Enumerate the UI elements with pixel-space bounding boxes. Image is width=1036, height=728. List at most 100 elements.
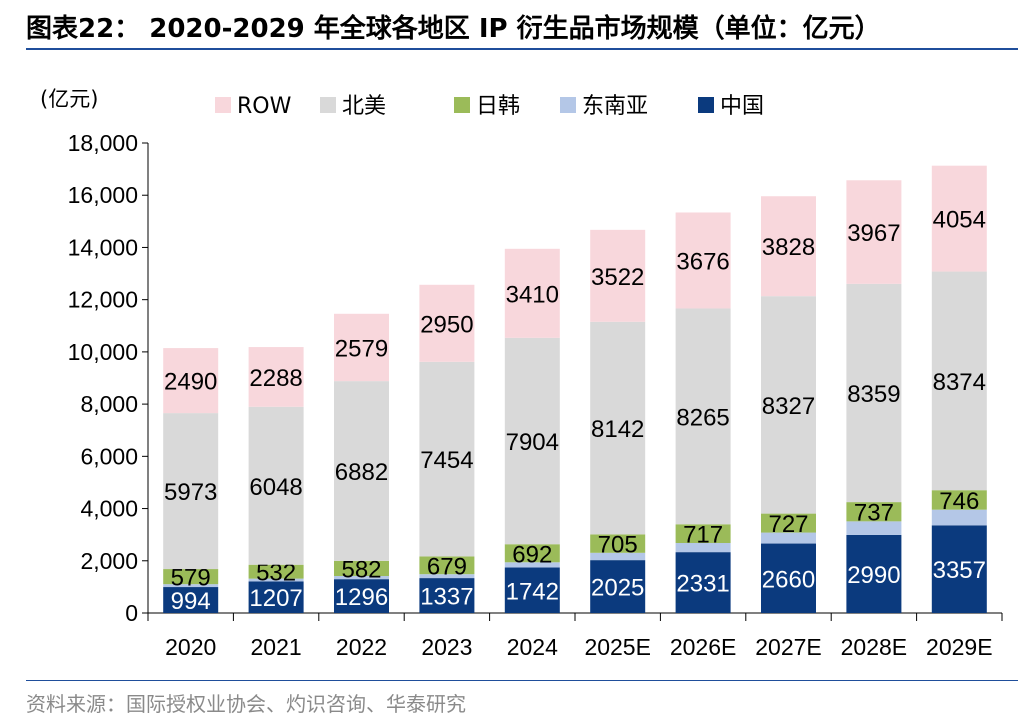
x-tick-label: 2028E <box>841 634 908 660</box>
bar-segment <box>846 521 902 535</box>
bar-segment <box>419 284 475 362</box>
y-tick-label: 4,000 <box>80 496 138 522</box>
bar-segment <box>504 337 560 545</box>
data-label: 2331 <box>676 571 729 598</box>
bar-segment <box>504 562 560 568</box>
bar-segment <box>163 587 219 613</box>
data-label: 705 <box>598 532 638 559</box>
y-tick-label: 14,000 <box>68 234 138 260</box>
bar-segment <box>931 525 987 613</box>
bar-segment <box>248 406 304 565</box>
bar-segment <box>504 567 560 613</box>
data-label: 2288 <box>249 365 302 392</box>
data-label: 579 <box>171 565 211 592</box>
bar-segment <box>504 248 560 338</box>
bar-segment <box>846 283 902 503</box>
source-rule <box>26 680 1018 681</box>
y-unit-label: (亿元) <box>40 87 98 111</box>
data-label: 679 <box>427 553 467 580</box>
x-tick-label: 2023 <box>421 634 472 660</box>
y-tick-label: 12,000 <box>68 287 138 313</box>
x-tick-label: 2027E <box>755 634 822 660</box>
y-tick-label: 16,000 <box>68 182 138 208</box>
bar-segment <box>675 308 731 525</box>
bar-segment <box>675 212 731 309</box>
data-label: 8374 <box>933 369 986 396</box>
x-tick-label: 2024 <box>507 634 558 660</box>
x-tick-label: 2029E <box>926 634 993 660</box>
data-label: 8142 <box>591 416 644 443</box>
x-tick-label: 2022 <box>336 634 387 660</box>
bar-segment <box>931 509 987 526</box>
data-label: 1296 <box>335 584 388 611</box>
data-label: 2579 <box>335 335 388 362</box>
bar-segment <box>931 271 987 491</box>
data-label: 7904 <box>506 429 559 456</box>
data-label: 1337 <box>420 584 473 611</box>
data-label: 3357 <box>933 557 986 584</box>
x-tick-label: 2021 <box>251 634 302 660</box>
bar-segment <box>248 564 304 579</box>
y-tick-label: 18,000 <box>68 130 138 156</box>
bar-segment <box>419 556 475 575</box>
bar-segment <box>846 534 902 613</box>
bar-segment <box>675 552 731 613</box>
legend-label: ROW <box>237 94 292 119</box>
legend-swatch <box>698 97 714 113</box>
bar-segment <box>761 543 816 613</box>
bar-segment <box>334 576 389 580</box>
bar-segment <box>248 581 304 613</box>
data-label: 3522 <box>591 264 644 291</box>
data-label: 8359 <box>847 381 900 408</box>
bar-segment <box>163 413 219 570</box>
bar-segment <box>163 584 219 588</box>
x-tick-label: 2026E <box>670 634 737 660</box>
bar-segment <box>248 347 304 407</box>
bar-segment <box>334 579 389 613</box>
bar-segment <box>163 348 219 414</box>
data-label: 5973 <box>164 479 217 506</box>
data-label: 8327 <box>762 393 815 420</box>
x-tick-label: 2025E <box>584 634 651 660</box>
bar-segment <box>675 542 731 553</box>
data-label: 1742 <box>506 578 559 605</box>
data-label: 692 <box>512 541 552 568</box>
bar-segment <box>761 513 816 533</box>
title-rule <box>26 48 1018 50</box>
data-label: 2025 <box>591 575 644 602</box>
data-label: 727 <box>768 511 808 538</box>
y-tick-label: 8,000 <box>80 391 138 417</box>
legend-label: 北美 <box>342 94 386 119</box>
bar-segment <box>761 196 816 297</box>
bar-segment <box>248 578 304 582</box>
bar-segment <box>931 165 987 272</box>
data-label: 582 <box>341 556 381 583</box>
data-label: 3828 <box>762 234 815 261</box>
y-tick-label: 0 <box>125 600 138 626</box>
data-label: 994 <box>171 588 211 615</box>
legend-swatch <box>560 97 576 113</box>
y-tick-label: 10,000 <box>68 339 138 365</box>
data-label: 3410 <box>506 281 559 308</box>
bar-segment <box>590 534 646 553</box>
bar-segment <box>334 313 389 382</box>
data-label: 4054 <box>933 207 986 234</box>
bar-segment <box>419 578 475 613</box>
bar-segment <box>675 524 731 543</box>
data-label: 717 <box>683 522 723 549</box>
x-tick-label: 2020 <box>165 634 216 660</box>
data-label: 746 <box>939 488 979 515</box>
legend-swatch <box>215 97 231 113</box>
bar-segment <box>334 381 389 561</box>
bar-segment <box>504 544 560 563</box>
data-label: 7454 <box>420 447 473 474</box>
bar-segment <box>590 552 646 561</box>
data-label: 737 <box>854 500 894 527</box>
bar-segment <box>419 361 475 557</box>
data-label: 3967 <box>847 220 900 247</box>
legend-label: 东南亚 <box>582 94 648 119</box>
data-label: 2490 <box>164 369 217 396</box>
data-label: 3676 <box>676 248 729 275</box>
data-label: 1207 <box>249 585 302 612</box>
